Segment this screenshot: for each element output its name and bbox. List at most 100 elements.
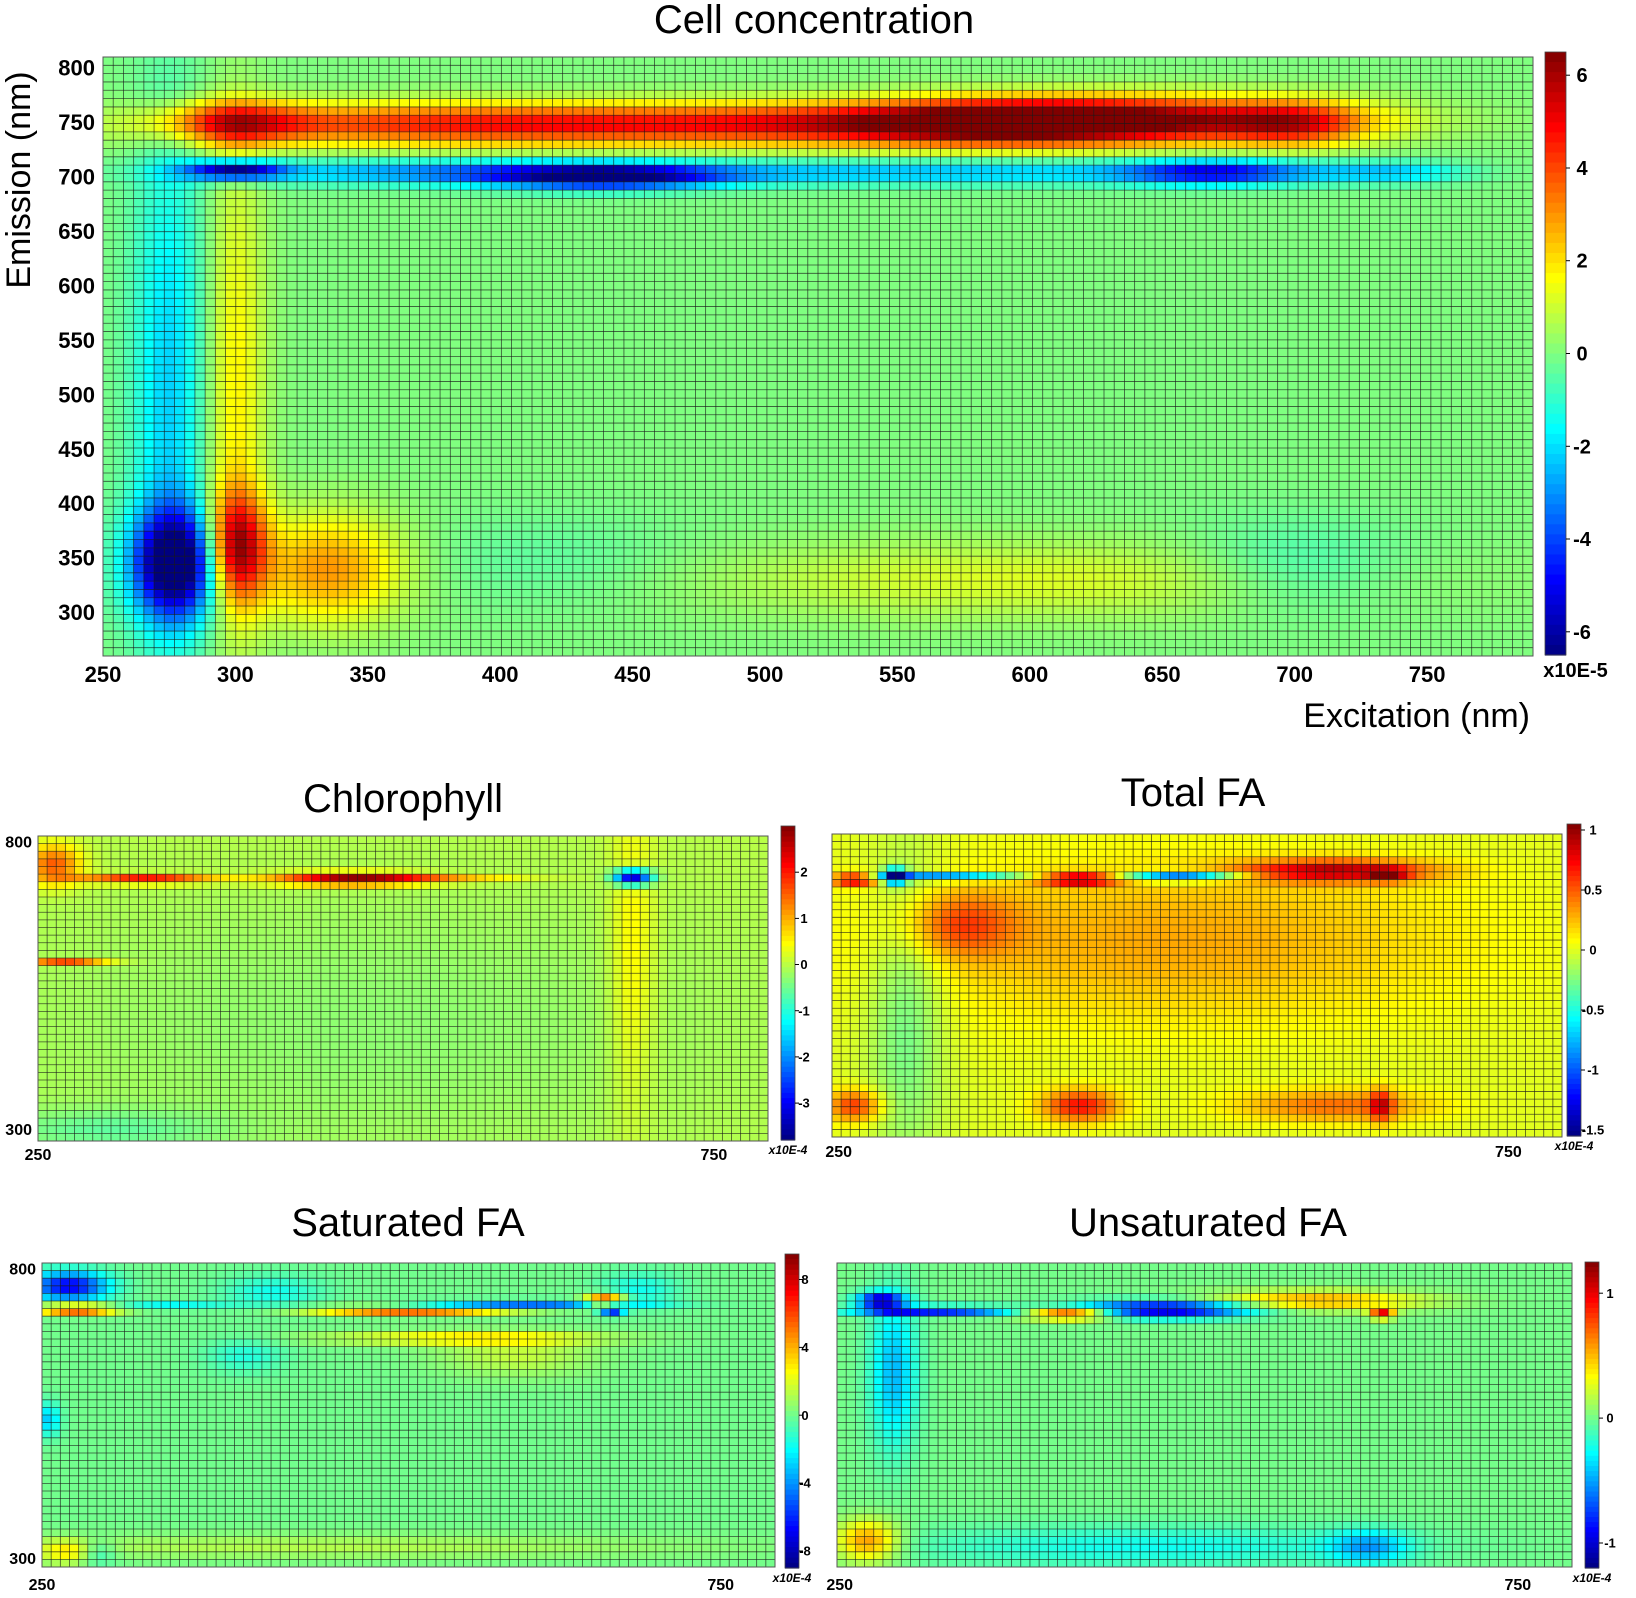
heatmap-cell (1145, 149, 1156, 158)
heatmap-cell (655, 132, 666, 141)
heatmap-cell (277, 99, 288, 108)
heatmap-cell (1502, 124, 1513, 133)
heatmap-cell (1431, 99, 1442, 108)
heatmap-cell (542, 149, 553, 158)
heatmap-cell (1319, 65, 1330, 74)
heatmap-cell (1033, 140, 1044, 149)
heatmap-cell (461, 57, 472, 66)
heatmap-cell (430, 57, 441, 66)
heatmap-cell (123, 74, 134, 83)
heatmap-cell (961, 115, 972, 124)
heatmap-cell (389, 157, 400, 166)
heatmap-cell (532, 107, 543, 116)
heatmap-cell (175, 149, 186, 158)
heatmap-cell (1431, 157, 1442, 166)
heatmap-cell (1523, 132, 1534, 141)
heatmap-cell (716, 107, 727, 116)
heatmap-cell (399, 157, 410, 166)
heatmap-cell (859, 140, 870, 149)
heatmap-cell (757, 57, 768, 66)
heatmap-cell (1431, 74, 1442, 83)
heatmap-cell (604, 173, 615, 182)
heatmap-cell (1196, 124, 1207, 133)
heatmap-cell (1390, 124, 1401, 133)
heatmap-cell (471, 107, 482, 116)
heatmap-cell (1451, 74, 1462, 83)
heatmap-cell (542, 173, 553, 182)
heatmap-cell (1319, 99, 1330, 108)
heatmap-cell (307, 149, 318, 158)
heatmap-cell (787, 115, 798, 124)
heatmap-cell (1308, 149, 1319, 158)
heatmap-cell (123, 57, 134, 66)
heatmap-cell (777, 57, 788, 66)
heatmap-cell (614, 124, 625, 133)
heatmap-cell (1237, 99, 1248, 108)
heatmap-cell (747, 157, 758, 166)
heatmap-cell (461, 74, 472, 83)
heatmap-cell (164, 107, 175, 116)
heatmap-cell (297, 82, 308, 91)
heatmap-cell (818, 90, 829, 99)
heatmap-cell (890, 124, 901, 133)
heatmap-cell (1002, 82, 1013, 91)
heatmap-cell (1145, 165, 1156, 174)
heatmap-cell (1206, 65, 1217, 74)
heatmap-cell (1441, 90, 1452, 99)
heatmap-cell (1400, 82, 1411, 91)
heatmap-cell (1002, 149, 1013, 158)
heatmap-cell (1063, 99, 1074, 108)
heatmap-cell (532, 65, 543, 74)
heatmap-cell (1206, 173, 1217, 182)
heatmap-cell (716, 140, 727, 149)
heatmap-cell (450, 65, 461, 74)
heatmap-cell (818, 82, 829, 91)
heatmap-cell (471, 90, 482, 99)
heatmap-cell (828, 65, 839, 74)
heatmap-cell (1124, 149, 1135, 158)
heatmap-cell (604, 90, 615, 99)
heatmap-cell (1380, 57, 1391, 66)
heatmap-cell (828, 74, 839, 83)
heatmap-cell (1349, 57, 1360, 66)
heatmap-cell (1308, 82, 1319, 91)
heatmap-cell (675, 173, 686, 182)
heatmap-cell (1176, 65, 1187, 74)
heatmap-cell (1329, 140, 1340, 149)
heatmap-cell (175, 99, 186, 108)
heatmap-cell (1227, 115, 1238, 124)
heatmap-cell (1267, 57, 1278, 66)
heatmap-cell (1227, 82, 1238, 91)
heatmap-cell (1278, 124, 1289, 133)
heatmap-cell (246, 90, 257, 99)
heatmap-cell (1410, 65, 1421, 74)
heatmap-cell (266, 182, 277, 191)
heatmap-cell (573, 124, 584, 133)
heatmap-cell (532, 99, 543, 108)
heatmap-cell (420, 57, 431, 66)
heatmap-cell (491, 90, 502, 99)
heatmap-cell (440, 149, 451, 158)
heatmap-cell (1104, 115, 1115, 124)
heatmap-cell (277, 115, 288, 124)
heatmap-cell (900, 132, 911, 141)
heatmap-cell (706, 157, 717, 166)
heatmap-cell (246, 57, 257, 66)
heatmap-cell (941, 74, 952, 83)
heatmap-cell (1053, 140, 1064, 149)
heatmap-cell (185, 124, 196, 133)
heatmap-cell (491, 124, 502, 133)
heatmap-cell (522, 107, 533, 116)
heatmap-cell (777, 82, 788, 91)
heatmap-cell (859, 65, 870, 74)
heatmap-cell (522, 173, 533, 182)
heatmap-cell (1186, 57, 1197, 66)
heatmap-cell (1186, 124, 1197, 133)
heatmap-cell (409, 115, 420, 124)
heatmap-cell (1257, 132, 1268, 141)
heatmap-cell (318, 82, 329, 91)
heatmap-cell (1257, 57, 1268, 66)
heatmap-cell (409, 157, 420, 166)
heatmap-cell (338, 124, 349, 133)
heatmap-cell (1155, 74, 1166, 83)
